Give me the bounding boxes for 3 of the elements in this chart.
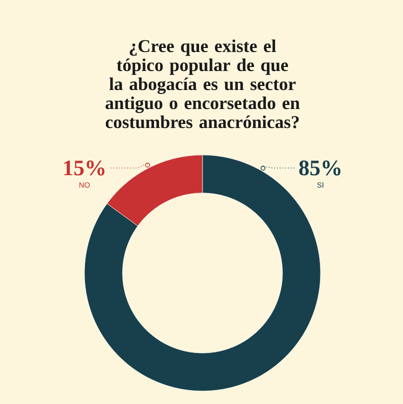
chart-title: ¿Cree que existe el tópico popular de que la abogacía es un sector antiguo o encorsetado en costumbres anacrónicas? — [105, 40, 300, 128]
data-label: 85% — [298, 160, 340, 176]
data-label: 15% — [64, 160, 104, 176]
